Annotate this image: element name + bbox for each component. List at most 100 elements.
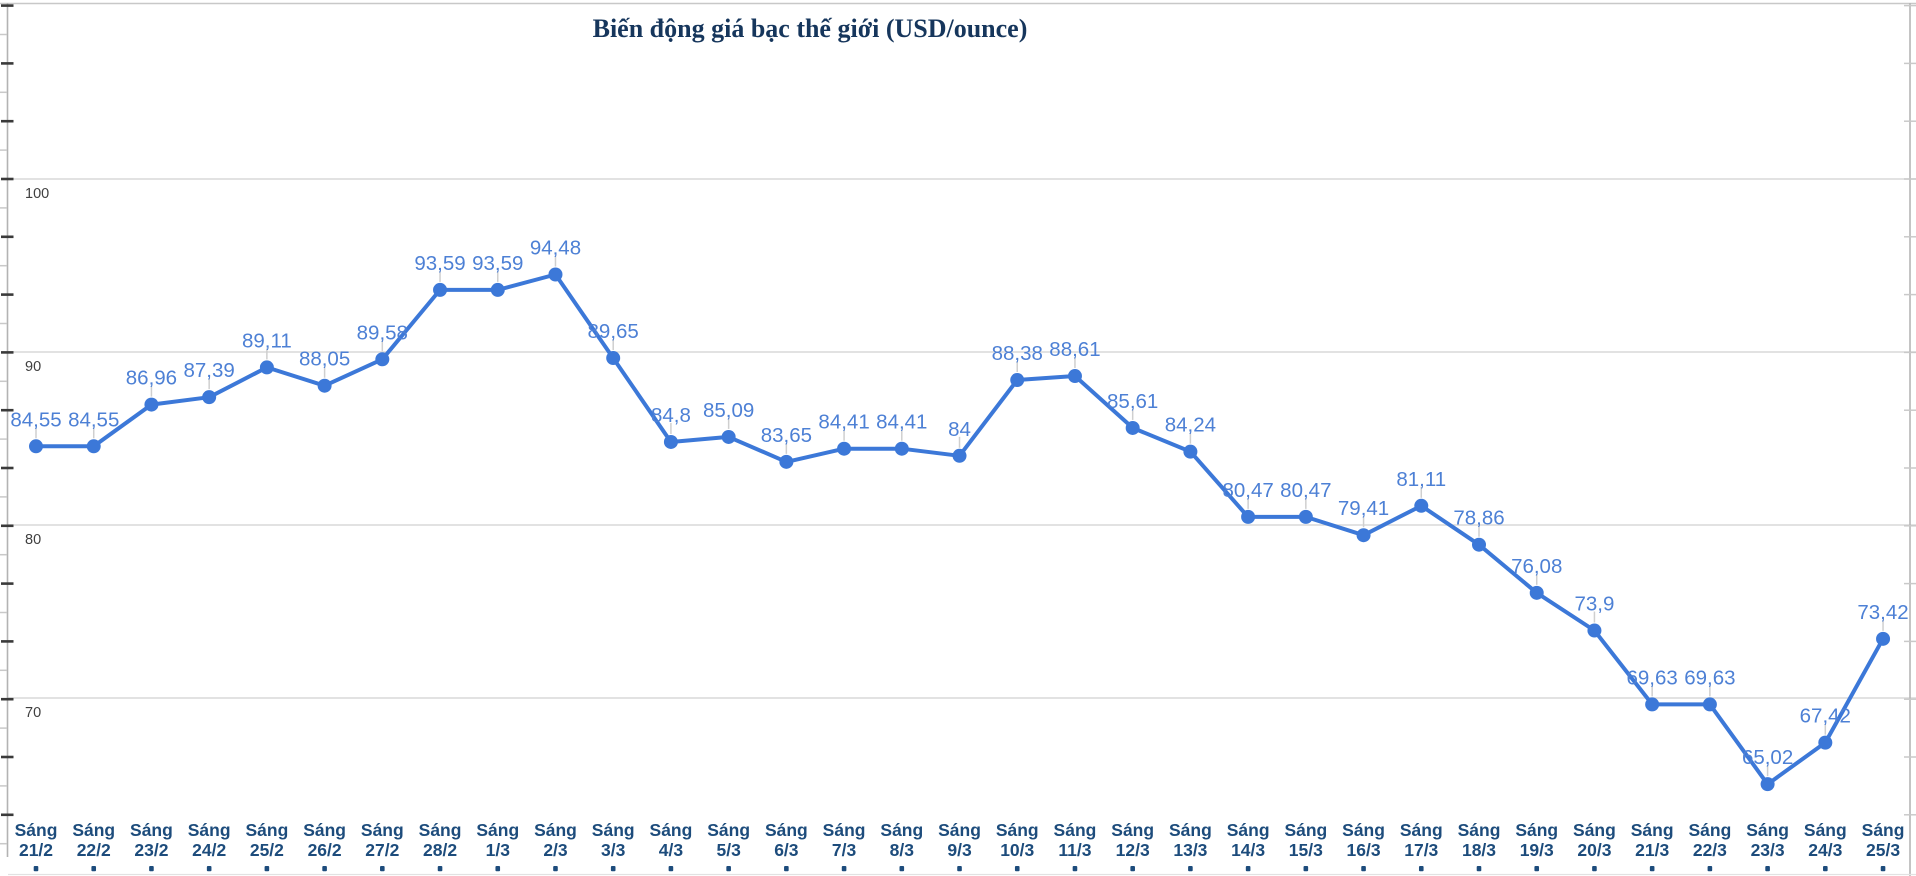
x-axis-tick [33,866,39,872]
x-axis-label-prefix: Sáng [1169,820,1212,840]
data-label: 67,42 [1800,705,1851,728]
data-point [1356,528,1371,543]
x-axis-label-date: 23/3 [1751,840,1785,860]
data-label: 84 [948,418,971,441]
x-axis-label-prefix: Sáng [938,820,981,840]
x-axis-label-date: 21/2 [19,840,53,860]
data-label: 80,47 [1222,479,1273,502]
data-label: 89,11 [242,329,292,352]
x-axis-tick [1072,866,1078,872]
data-label: 81,11 [1396,468,1446,491]
data-label: 80,47 [1280,479,1331,502]
x-axis-label-prefix: Sáng [823,820,866,840]
data-point [259,360,274,375]
x-axis-label-prefix: Sáng [707,820,750,840]
x-axis-label-date: 20/3 [1577,840,1611,860]
data-label: 69,63 [1684,666,1735,689]
x-axis-tick [784,866,789,872]
x-axis-label-date: 25/2 [250,840,284,860]
x-axis-label-date: 8/3 [890,840,915,860]
data-point [1760,777,1775,792]
data-label: 76,08 [1511,555,1562,578]
data-label: 87,39 [184,359,235,382]
data-point [1241,509,1256,524]
x-axis-label-date: 24/2 [192,840,226,860]
x-axis-label-date: 19/3 [1520,840,1554,860]
x-axis-tick [322,866,327,872]
data-label: 88,61 [1049,338,1100,361]
x-axis-tick [437,866,443,872]
data-point [1529,585,1544,600]
data-label: 84,41 [876,411,927,434]
x-axis-tick [1014,866,1020,872]
x-axis-tick [957,866,962,872]
data-label: 84,8 [651,404,691,427]
x-axis-label-prefix: Sáng [1804,820,1847,840]
data-label: 84,55 [68,408,119,431]
x-axis-tick [1707,866,1713,872]
x-axis-label-date: 23/2 [134,840,168,860]
x-axis-label-prefix: Sáng [1342,820,1385,840]
data-label: 89,65 [588,320,639,343]
y-axis-label: 70 [25,705,41,721]
x-axis-label-prefix: Sáng [1573,820,1616,840]
x-axis-label-date: 6/3 [774,840,799,860]
data-label: 85,09 [703,399,754,422]
data-label: 88,38 [992,342,1043,365]
x-axis-label-prefix: Sáng [1746,820,1789,840]
data-label: 84,55 [10,408,61,431]
x-axis-label-prefix: Sáng [650,820,693,840]
data-point [490,282,505,297]
data-point [1414,498,1429,513]
data-label: 89,58 [357,321,408,344]
x-axis-tick [899,866,905,872]
x-axis-label-date: 26/2 [308,840,342,860]
data-label: 69,63 [1627,666,1678,689]
x-axis-tick [1476,866,1482,872]
x-axis-tick [1188,866,1193,872]
x-axis-label-date: 16/3 [1347,840,1381,860]
x-axis-tick [91,866,97,872]
data-point [1298,509,1313,524]
data-point [606,351,621,366]
x-axis-label-date: 4/3 [659,840,684,860]
x-axis-tick [1245,866,1251,872]
x-axis-label-prefix: Sáng [996,820,1039,840]
data-point [1067,369,1082,384]
data-point [433,282,448,297]
x-axis-label-prefix: Sáng [361,820,404,840]
data-point [952,448,967,463]
data-label: 84,41 [818,411,869,434]
x-axis-tick [1130,866,1135,872]
x-axis-label-date: 27/2 [365,840,399,860]
data-point [1587,623,1602,638]
x-axis-label-prefix: Sáng [880,820,923,840]
x-axis-label-date: 2/3 [543,840,568,860]
x-axis-tick [610,866,616,872]
x-axis-tick [668,866,674,872]
data-label: 78,86 [1453,507,1504,530]
x-axis-tick [1823,866,1828,872]
data-point [1818,735,1833,750]
x-axis-label-date: 12/3 [1116,840,1150,860]
data-label: 73,9 [1574,593,1614,616]
x-axis-tick [1303,866,1309,872]
data-point [317,378,332,393]
x-axis-tick [1765,866,1770,872]
x-axis-label-date: 11/3 [1058,840,1091,860]
data-point [1183,444,1198,459]
x-axis-label-prefix: Sáng [1284,820,1327,840]
x-axis-tick [841,866,847,872]
x-axis-label-prefix: Sáng [72,820,115,840]
data-point [1125,420,1140,435]
data-point [1010,373,1025,388]
x-axis-label-prefix: Sáng [130,820,173,840]
data-label: 88,05 [299,348,350,371]
x-axis-tick [1880,866,1886,872]
x-axis-label-prefix: Sáng [1227,820,1270,840]
data-label: 93,59 [414,252,465,275]
data-point [1876,631,1891,646]
y-axis-label: 100 [25,186,49,202]
